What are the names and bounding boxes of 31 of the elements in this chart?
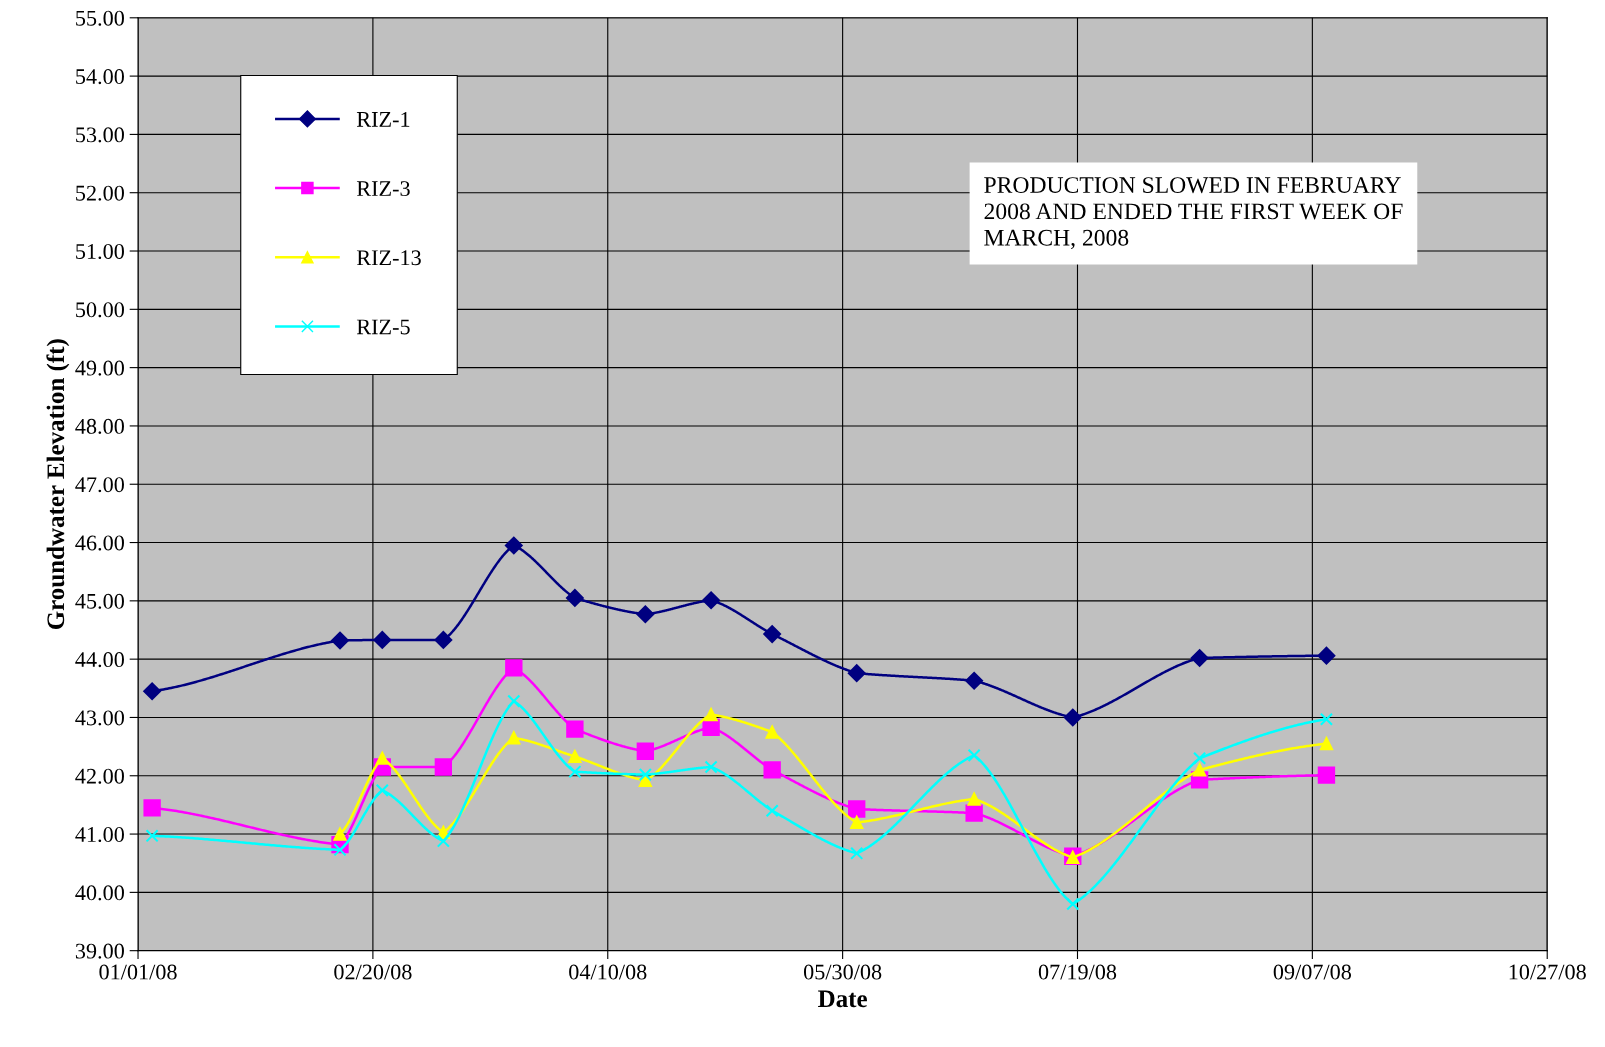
- legend-label: RIZ-3: [356, 181, 410, 197]
- y-tick-label: 47.00: [75, 477, 124, 493]
- x-axis-title: Date: [818, 990, 867, 1008]
- y-tick-label: 44.00: [75, 652, 124, 668]
- y-tick-label: 43.00: [75, 710, 124, 726]
- legend-label: RIZ-13: [356, 250, 421, 266]
- y-tick-label: 50.00: [76, 302, 124, 318]
- annotation: PRODUCTION SLOWED IN FEBRUARY 2008 AND ENDED THE FIRST WEEK OF MARCH, 2008: [984, 177, 1403, 250]
- y-tick-label: 49.00: [75, 360, 124, 376]
- y-tick-label: 55.00: [76, 10, 124, 26]
- y-tick-label: 52.00: [76, 185, 124, 201]
- x-tick-label: 04/10/08: [569, 964, 647, 980]
- y-tick-label: 53.00: [76, 127, 124, 143]
- x-tick-label: 10/27/08: [1509, 964, 1586, 980]
- y-axis-title: Groundwater Elevation (ft): [46, 339, 70, 630]
- legend-label: RIZ-1: [356, 111, 410, 127]
- y-tick-label: 39.00: [75, 943, 124, 959]
- y-tick-label: 46.00: [75, 535, 124, 551]
- legend-label: RIZ-5: [356, 319, 410, 335]
- x-tick-label: 09/07/08: [1273, 964, 1352, 980]
- y-tick-label: 51.00: [76, 243, 124, 260]
- x-tick-label: 07/19/08: [1038, 964, 1117, 980]
- x-tick-label: 05/30/08: [803, 964, 882, 980]
- y-tick-label: 41.00: [75, 827, 124, 843]
- y-tick-label: 45.00: [75, 593, 124, 609]
- y-tick-label: 40.00: [75, 885, 124, 901]
- y-tick-label: 42.00: [75, 768, 124, 784]
- y-tick-label: 54.00: [76, 69, 124, 85]
- x-tick-label: 02/20/08: [334, 964, 412, 980]
- y-tick-label: 48.00: [75, 418, 124, 434]
- x-tick-label: 01/01/08: [99, 964, 177, 980]
